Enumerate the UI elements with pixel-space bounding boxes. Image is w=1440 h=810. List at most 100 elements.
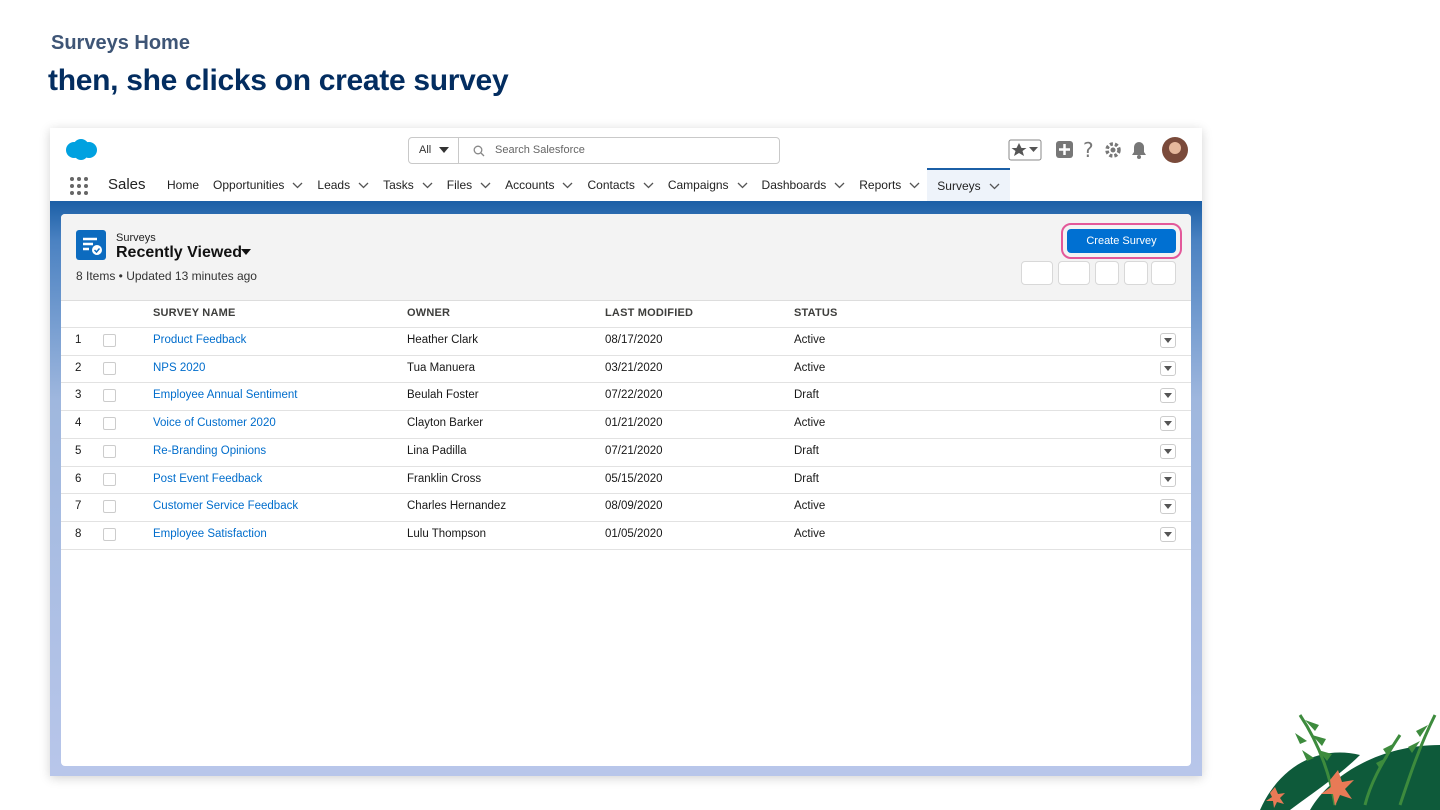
cell: 05/15/2020 — [605, 472, 663, 485]
nav-item[interactable]: Surveys — [927, 168, 1010, 202]
nav-label[interactable]: Surveys — [937, 179, 981, 193]
nav-item[interactable]: Tasks — [376, 168, 440, 202]
column-header[interactable]: STATUS — [794, 307, 838, 319]
survey-link[interactable]: Re-Branding Opinions — [153, 444, 267, 457]
view-name[interactable]: Recently Viewed — [116, 244, 242, 261]
nav-label[interactable]: Files — [446, 178, 473, 192]
survey-link[interactable]: Customer Service Feedback — [153, 500, 299, 513]
survey-link[interactable]: Voice of Customer 2020 — [153, 417, 276, 430]
display-button[interactable] — [1058, 261, 1090, 285]
row-divider — [61, 465, 1191, 467]
row-actions[interactable] — [1160, 388, 1176, 404]
cell: Draft — [794, 444, 819, 457]
nav-label[interactable]: Leads — [317, 178, 351, 192]
chevron[interactable] — [989, 183, 1000, 190]
row-checkbox[interactable] — [103, 361, 116, 375]
chevron-shape — [422, 182, 433, 188]
nav-label[interactable]: Tasks — [383, 178, 414, 192]
cell: Active — [794, 527, 826, 540]
chart-button[interactable] — [1124, 261, 1148, 285]
row-checkbox[interactable] — [103, 389, 116, 403]
row-actions[interactable] — [1160, 333, 1176, 348]
survey-link[interactable]: NPS 2020 — [153, 361, 206, 374]
create-survey-button[interactable]: Create Survey — [1061, 223, 1182, 259]
row-checkbox[interactable] — [103, 527, 116, 541]
nav-label[interactable]: Dashboards — [761, 178, 827, 192]
nav-item[interactable]: Accounts — [498, 168, 580, 202]
caret-shape — [1164, 365, 1172, 371]
caret — [1164, 338, 1172, 343]
survey-link[interactable]: Employee Satisfaction — [153, 527, 267, 540]
survey-link[interactable]: Post Event Feedback — [153, 472, 263, 485]
caret — [1164, 531, 1172, 537]
chevron-shape — [737, 182, 748, 188]
column-header[interactable]: LAST MODIFIED — [605, 307, 694, 319]
survey-link[interactable]: Employee Annual Sentiment — [153, 389, 298, 402]
row-checkbox[interactable] — [103, 500, 116, 514]
nav-item[interactable]: Campaigns — [661, 168, 755, 202]
app-launcher[interactable] — [69, 176, 89, 196]
nav-label[interactable]: Home — [167, 178, 200, 192]
filter-button[interactable] — [1151, 261, 1176, 285]
column-header[interactable]: SURVEY NAME — [153, 307, 236, 319]
row-actions[interactable] — [1160, 416, 1176, 432]
caret-shape — [1164, 338, 1172, 343]
refresh-button[interactable] — [1095, 261, 1119, 285]
cell: 07/22/2020 — [605, 389, 663, 402]
chevron-shape — [358, 182, 369, 188]
nav-item[interactable]: Leads — [310, 168, 376, 202]
chevron[interactable] — [562, 182, 573, 189]
survey-link[interactable]: Product Feedback — [153, 334, 247, 346]
nav-item[interactable]: Opportunities — [206, 168, 310, 202]
nav-item[interactable]: Dashboards — [755, 168, 853, 202]
row-number: 1 — [75, 334, 82, 346]
row-checkbox[interactable] — [103, 417, 116, 431]
row-actions[interactable] — [1160, 499, 1176, 515]
cell: 08/17/2020 — [605, 334, 663, 346]
cell: Lina Padilla — [407, 444, 467, 457]
nav-item[interactable]: Contacts — [580, 168, 660, 202]
nav-label[interactable]: Accounts — [505, 178, 555, 192]
row-number: 3 — [75, 389, 82, 402]
cell: Charles Hernandez — [407, 500, 507, 513]
caret-shape — [1164, 531, 1172, 537]
row-actions[interactable] — [1160, 360, 1176, 376]
chevron[interactable] — [358, 182, 369, 189]
row-actions[interactable] — [1160, 526, 1176, 542]
nav-label[interactable]: Campaigns — [667, 178, 729, 192]
settings-button[interactable] — [1021, 261, 1053, 285]
list-view: Surveys Recently Viewed 8 Items • Update… — [61, 214, 1191, 766]
caret-shape — [1164, 448, 1172, 454]
row-divider — [61, 327, 1191, 328]
cell: Lulu Thompson — [407, 527, 487, 540]
nav-label[interactable]: Reports — [859, 178, 902, 192]
search-box[interactable]: All Search Salesforce — [408, 137, 780, 164]
chevron[interactable] — [480, 182, 491, 189]
row-checkbox[interactable] — [103, 444, 116, 458]
chevron[interactable] — [909, 182, 920, 189]
row-checkbox[interactable] — [103, 472, 116, 486]
column-header[interactable]: OWNER — [407, 307, 451, 319]
row-actions[interactable] — [1160, 443, 1176, 459]
chevron[interactable] — [737, 182, 748, 189]
chevron-shape — [292, 182, 303, 188]
nav-label[interactable]: Contacts — [587, 178, 635, 192]
chevron[interactable] — [643, 182, 654, 189]
nav-item[interactable]: Reports — [852, 168, 927, 202]
chevron[interactable] — [422, 182, 433, 189]
chevron[interactable] — [834, 182, 845, 189]
chevron-shape — [989, 183, 1000, 189]
row-checkbox[interactable] — [103, 334, 116, 347]
caret — [1164, 421, 1172, 427]
row-actions[interactable] — [1160, 471, 1176, 487]
caret-shape — [1164, 421, 1172, 427]
cell: 03/21/2020 — [605, 361, 663, 374]
cell: Beulah Foster — [407, 389, 479, 402]
nav-item[interactable]: Files — [440, 168, 498, 202]
search-scope[interactable]: All — [409, 138, 459, 163]
nav-label[interactable]: Opportunities — [213, 178, 285, 192]
view-caret[interactable] — [241, 249, 251, 256]
nav-item[interactable]: Home — [160, 168, 206, 202]
cell: Tua Manuera — [407, 361, 475, 374]
chevron[interactable] — [292, 182, 303, 189]
